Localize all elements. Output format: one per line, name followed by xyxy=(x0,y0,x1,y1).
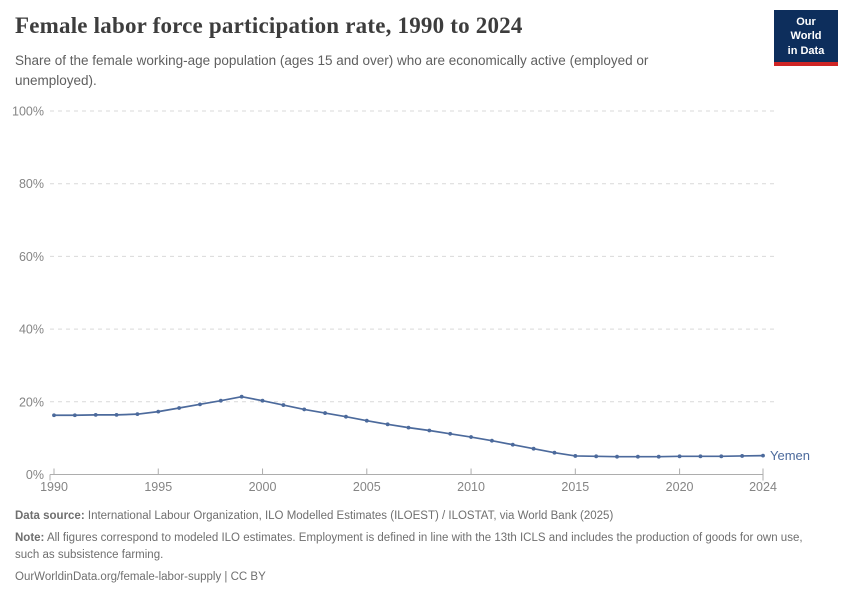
data-point xyxy=(719,454,724,459)
data-source-text: International Labour Organization, ILO M… xyxy=(87,510,614,522)
data-point xyxy=(740,454,745,458)
owid-logo: Our World in Data xyxy=(774,10,838,66)
data-point xyxy=(594,454,599,459)
note-line: Note: All figures correspond to modeled … xyxy=(15,530,813,563)
chart-footer: Data source: International Labour Organi… xyxy=(15,508,813,591)
data-point xyxy=(469,435,473,439)
note-label: Note: xyxy=(15,532,45,545)
x-axis-tick-label: 2020 xyxy=(666,480,694,494)
data-point xyxy=(552,450,557,455)
data-point xyxy=(573,454,578,458)
note-text: All figures correspond to modeled ILO es… xyxy=(15,532,803,561)
data-point xyxy=(635,454,640,459)
x-axis-tick-label: 2015 xyxy=(561,480,589,494)
data-point xyxy=(510,442,515,447)
y-axis-tick-label: 20% xyxy=(19,395,44,409)
data-point xyxy=(135,412,140,417)
owid-logo-line1: Our World xyxy=(790,16,822,43)
data-point xyxy=(239,394,244,399)
data-point xyxy=(114,412,119,417)
data-point xyxy=(448,431,453,436)
data-point xyxy=(427,428,432,433)
series-end-label: Yemen xyxy=(770,448,810,463)
data-point xyxy=(531,446,536,451)
y-axis-tick-label: 0% xyxy=(26,468,44,482)
x-axis-tick-label: 2024 xyxy=(749,480,777,494)
data-point xyxy=(177,406,182,410)
data-source-line: Data source: International Labour Organi… xyxy=(15,508,813,524)
x-axis-tick-label: 1995 xyxy=(144,480,172,494)
data-point xyxy=(406,425,411,430)
data-point xyxy=(72,413,77,418)
y-axis-tick-label: 80% xyxy=(19,177,44,191)
data-point xyxy=(698,454,703,459)
x-axis-tick-label: 1990 xyxy=(40,480,68,494)
data-point xyxy=(364,418,369,423)
data-point xyxy=(198,402,202,407)
data-point xyxy=(156,409,161,414)
data-point xyxy=(615,454,619,459)
data-point xyxy=(281,403,286,407)
data-point xyxy=(93,412,98,417)
owid-logo-line2: in Data xyxy=(787,44,825,57)
x-axis-tick-label: 2010 xyxy=(457,480,485,494)
data-point xyxy=(677,454,682,459)
y-axis-tick-label: 60% xyxy=(19,250,44,264)
y-axis-tick-label: 100% xyxy=(12,105,44,119)
data-source-label: Data source: xyxy=(15,510,85,522)
x-axis-tick-label: 2005 xyxy=(353,480,381,494)
data-point xyxy=(344,414,348,419)
data-point xyxy=(52,413,56,418)
data-point xyxy=(385,422,390,427)
citation: OurWorldinData.org/female-labor-supply |… xyxy=(15,570,266,583)
data-point xyxy=(302,407,307,412)
y-axis-tick-label: 40% xyxy=(19,323,44,337)
data-point xyxy=(490,438,494,443)
data-point xyxy=(761,453,765,458)
x-axis-tick-label: 2000 xyxy=(249,480,277,494)
chart-title: Female labor force participation rate, 1… xyxy=(15,13,523,38)
chart-subtitle: Share of the female working-age populati… xyxy=(15,53,649,89)
data-point xyxy=(323,411,327,415)
data-point xyxy=(656,454,661,459)
data-point xyxy=(260,398,265,403)
data-point xyxy=(218,398,223,403)
